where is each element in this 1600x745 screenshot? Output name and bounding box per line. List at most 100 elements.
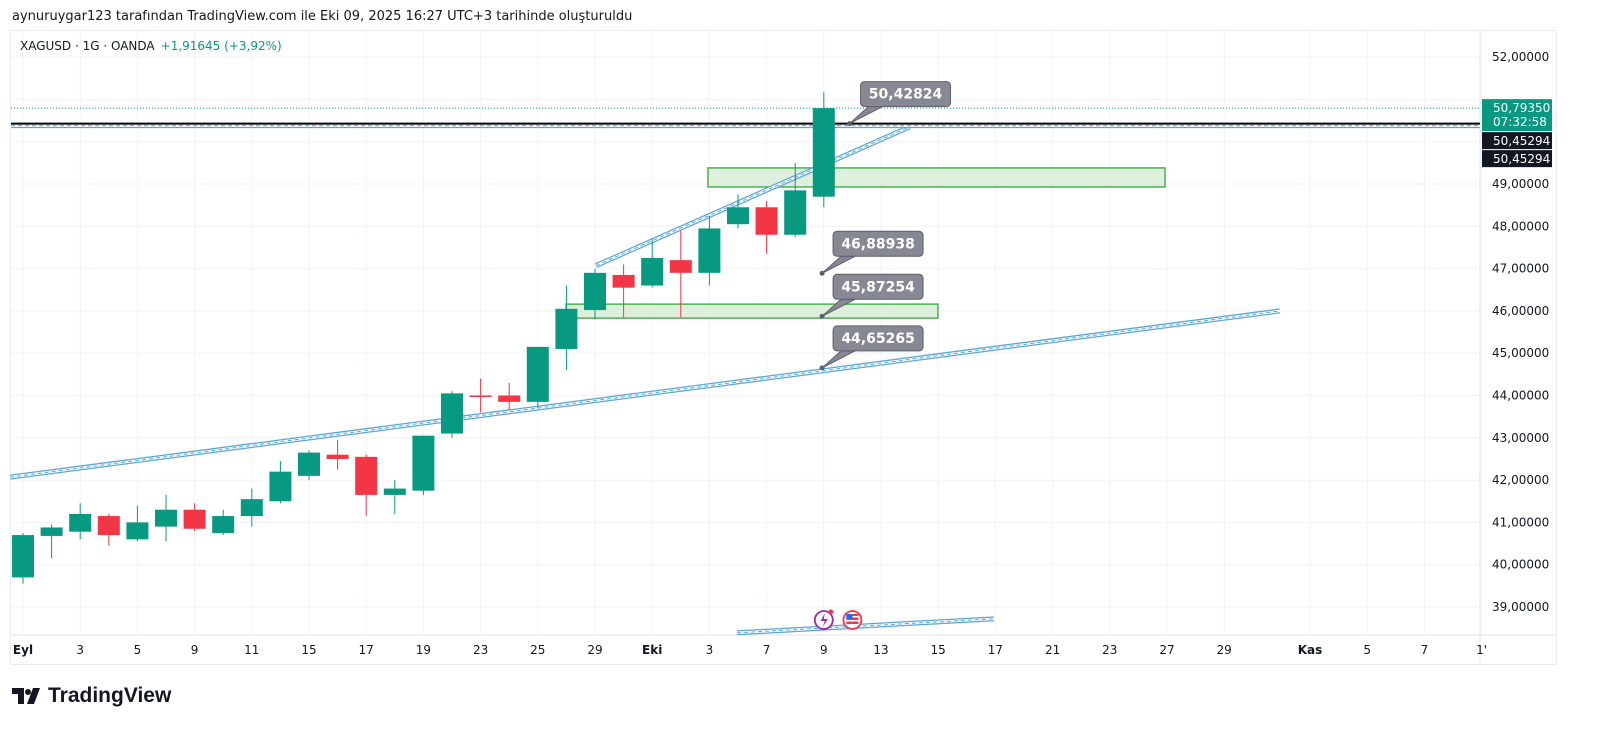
price-tick-label: 44,00000	[1492, 389, 1549, 403]
price-callout[interactable]: 44,65265	[819, 325, 924, 371]
price-callout[interactable]: 45,87254	[819, 273, 924, 319]
flag-stripe	[846, 620, 859, 622]
time-tick-label: 17	[359, 643, 374, 657]
candle[interactable]	[298, 450, 320, 481]
candle[interactable]	[469, 378, 492, 413]
price-tick-label: 41,00000	[1492, 515, 1549, 529]
candle[interactable]	[69, 503, 92, 540]
time-tick-label: 13	[873, 643, 888, 657]
candle-body	[383, 488, 406, 495]
candle-body	[412, 435, 435, 491]
lightning-event-icon[interactable]	[813, 609, 834, 630]
candle[interactable]	[155, 494, 177, 542]
candle[interactable]	[183, 503, 206, 531]
price-tick-label: 48,00000	[1492, 219, 1549, 233]
candle-body	[498, 395, 521, 402]
candle[interactable]	[40, 524, 63, 559]
candle-body	[212, 516, 235, 533]
callout-text: 50,42824	[869, 87, 943, 103]
time-tick-label: Kas	[1298, 643, 1323, 657]
candle[interactable]	[698, 215, 721, 286]
candle[interactable]	[126, 505, 149, 542]
candle-body	[641, 258, 664, 286]
candle[interactable]	[240, 488, 263, 527]
price-tick-label: 49,00000	[1492, 177, 1549, 191]
candle[interactable]	[784, 162, 807, 237]
price-tick-label: 42,00000	[1492, 473, 1549, 487]
candle-body	[155, 509, 177, 527]
candle[interactable]	[97, 513, 120, 546]
candle-body	[69, 513, 92, 532]
time-tick-label: 7	[763, 643, 771, 657]
time-tick-label: 11	[244, 643, 259, 657]
candle-body	[298, 452, 320, 476]
price-callout[interactable]: 46,88938	[819, 230, 924, 276]
candle[interactable]	[326, 439, 349, 470]
candle[interactable]	[555, 285, 578, 371]
support-resistance-zone[interactable]	[565, 303, 939, 319]
candle-body	[40, 527, 63, 536]
time-tick-label: 3	[76, 643, 84, 657]
candle-body	[12, 535, 34, 578]
price-change: +1,91645 (+3,92%)	[160, 39, 282, 53]
candle-body	[355, 456, 378, 495]
time-tick-label: 29	[1217, 643, 1232, 657]
time-tick-label: 19	[416, 643, 431, 657]
countdown-label: 07:32:58	[1493, 115, 1547, 129]
candle-body	[441, 393, 463, 434]
price-tick-label: 40,00000	[1492, 558, 1549, 572]
price-callout[interactable]: 50,42824	[847, 81, 952, 127]
time-tick-label: 1'	[1476, 643, 1487, 657]
candle[interactable]	[584, 268, 606, 320]
callout-text: 45,87254	[841, 279, 915, 295]
callout-pointer	[821, 255, 856, 274]
candle[interactable]	[727, 194, 749, 229]
current-price-badge	[1482, 99, 1552, 132]
callout-box	[832, 273, 924, 300]
candle[interactable]	[441, 391, 463, 438]
candle-body	[183, 509, 206, 529]
candle-body	[584, 272, 606, 311]
candle-body	[97, 516, 120, 536]
candle-body	[240, 499, 263, 517]
candle[interactable]	[526, 346, 549, 409]
tradingview-logo[interactable]: TradingView	[12, 684, 171, 708]
current-price-label: 50,79350	[1493, 101, 1550, 115]
callout-text: 44,65265	[841, 331, 915, 347]
symbol-legend: XAGUSD · 1G · OANDA +1,91645 (+3,92%)	[20, 39, 282, 53]
candle-body	[812, 108, 835, 197]
time-tick-label: 5	[1363, 643, 1371, 657]
time-tick-label: 23	[473, 643, 488, 657]
candle[interactable]	[641, 238, 664, 288]
candle[interactable]	[669, 230, 692, 318]
candle[interactable]	[812, 92, 835, 208]
candle[interactable]	[383, 480, 406, 514]
price-tick-label: 45,00000	[1492, 346, 1549, 360]
time-tick-label: 25	[530, 643, 545, 657]
time-tick-label: 9	[191, 643, 199, 657]
candle[interactable]	[12, 532, 34, 584]
callout-text: 46,88938	[841, 236, 915, 252]
chart-frame	[10, 30, 1557, 665]
candle[interactable]	[755, 200, 778, 254]
candle[interactable]	[412, 435, 435, 495]
callout-pointer	[849, 106, 883, 125]
symbol-info[interactable]: XAGUSD · 1G · OANDA	[20, 39, 155, 53]
time-tick-label: Eyl	[13, 643, 33, 657]
flag-canton	[846, 614, 853, 619]
candle-body	[269, 471, 292, 502]
time-tick-label: 9	[820, 643, 828, 657]
time-tick-label: 17	[988, 643, 1003, 657]
candle[interactable]	[212, 509, 235, 536]
candle[interactable]	[355, 454, 378, 517]
candle[interactable]	[269, 461, 292, 504]
line-price-badge	[1482, 150, 1552, 168]
candle[interactable]	[612, 264, 635, 318]
us-flag-event-icon[interactable]	[842, 610, 863, 630]
candle-body	[612, 274, 635, 288]
time-tick-label: 5	[134, 643, 142, 657]
candle[interactable]	[498, 382, 521, 411]
time-tick-label: 7	[1421, 643, 1429, 657]
time-tick-label: 27	[1159, 643, 1174, 657]
